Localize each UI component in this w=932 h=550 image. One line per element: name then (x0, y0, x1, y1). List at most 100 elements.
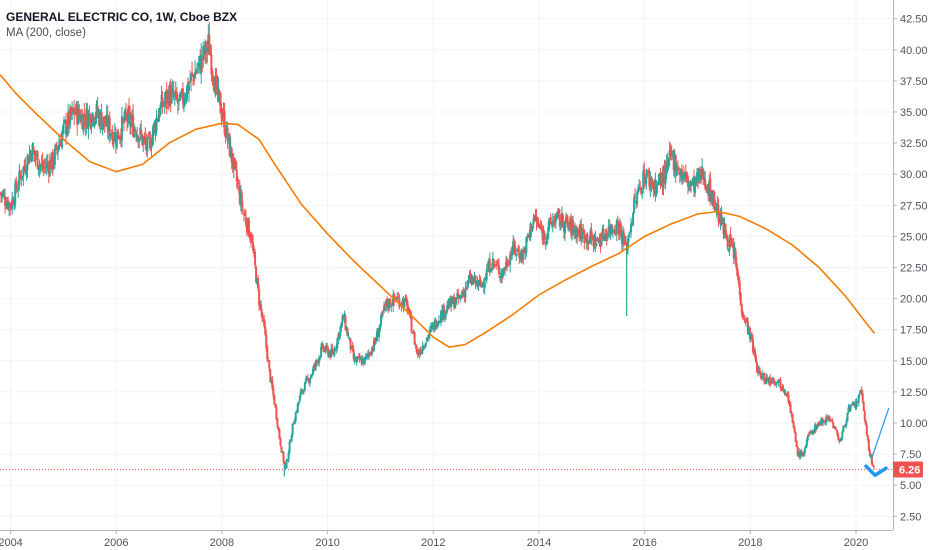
candle-body (563, 221, 566, 234)
candle-body (511, 252, 514, 256)
candle-body (610, 224, 613, 231)
candle-body (793, 427, 796, 433)
candle-body (471, 278, 474, 280)
candle-body (69, 107, 72, 126)
candle-body (557, 209, 560, 214)
candle-body (348, 337, 351, 339)
candle-body (571, 221, 574, 236)
candle-body (635, 200, 638, 204)
candle-body (411, 332, 414, 334)
candle-body (183, 99, 186, 102)
candle-body (385, 299, 388, 307)
candle-body (273, 395, 276, 405)
candle-body (176, 99, 179, 104)
candle-body (343, 315, 346, 320)
candle-body (297, 401, 300, 405)
candle-body (326, 345, 329, 349)
candle-body (274, 403, 277, 408)
candle-body (309, 375, 312, 379)
candle-body (384, 304, 387, 306)
candle-body (325, 345, 328, 351)
candle-body (784, 392, 787, 394)
candle-body (800, 451, 803, 453)
candle-body (555, 213, 558, 219)
candle-body (513, 240, 516, 248)
time-axis[interactable]: 2004 2006 2008 2010 2012 2014 2016 2018 2020 (0, 530, 893, 549)
candle-body (850, 404, 853, 406)
candle-body (505, 261, 508, 268)
candle-body (487, 260, 490, 272)
candle-body (246, 218, 249, 234)
candle-body (832, 422, 835, 429)
price-axis[interactable]: 2.50 5.00 7.50 10.00 12.50 15.00 17.50 20.00 22.… (893, 0, 928, 530)
candle-body (741, 312, 744, 317)
candle-body (55, 145, 58, 151)
candle-body (603, 235, 606, 242)
candle-body (550, 223, 553, 226)
candle-body (199, 57, 202, 74)
candle-body (78, 108, 81, 116)
symbol-title[interactable]: GENERAL ELECTRIC CO, 1W, Cboe BZX (6, 10, 238, 24)
candle-body (338, 333, 341, 337)
candle-body (761, 373, 764, 379)
candle-body (8, 202, 11, 210)
price-tick-label: 7.50 (900, 449, 921, 461)
candle-body (691, 182, 694, 185)
candle-body (189, 81, 192, 83)
candle-body (618, 224, 621, 233)
candle-body (5, 205, 8, 208)
candle-body (165, 89, 168, 104)
candle-body (476, 282, 479, 287)
candle-body (232, 157, 235, 170)
candle-body (591, 236, 594, 238)
candle-body (600, 239, 603, 245)
candle-body (859, 390, 862, 393)
candle-body (365, 353, 368, 357)
candle-body (835, 429, 838, 431)
candle-body (697, 170, 700, 180)
candle-body (280, 446, 283, 453)
candle-body (164, 91, 167, 100)
candle-body (137, 136, 140, 143)
candle-body (401, 300, 404, 308)
candle-body (785, 393, 788, 396)
candle-body (74, 112, 77, 114)
moving-average-series (0, 74, 876, 348)
candle-body (740, 304, 743, 314)
time-tick-label: 2020 (844, 537, 868, 549)
candle-body (843, 425, 846, 427)
candle-body (866, 435, 869, 440)
candle-body (435, 326, 438, 328)
indicator-label[interactable]: MA (200, close) (6, 27, 86, 39)
candle-body (247, 219, 250, 237)
candle-body (241, 209, 244, 211)
candle-body (763, 373, 766, 381)
candle-body (413, 332, 416, 345)
candle-body (322, 344, 325, 350)
candle-body (144, 136, 147, 143)
candle-body (391, 305, 394, 307)
candle-body (242, 212, 245, 215)
candle-body (306, 377, 309, 379)
candle-body (556, 211, 559, 214)
candle-body (605, 233, 608, 240)
candle-body (628, 234, 631, 237)
candle-body (152, 124, 155, 137)
candle-body (294, 412, 297, 422)
candle-body (626, 238, 629, 249)
candle-body (194, 71, 197, 79)
candle-body (813, 424, 816, 432)
candle-body (699, 169, 702, 180)
candle-body (272, 387, 275, 396)
candle-body (774, 381, 777, 384)
candle-body (566, 215, 569, 222)
last-price-tag: 6.26 (893, 461, 923, 478)
candle-body (692, 177, 695, 185)
candle-body (449, 298, 452, 306)
candle-body (598, 239, 601, 242)
candle-body (492, 259, 495, 264)
candle-body (485, 269, 488, 280)
time-tick-label: 2016 (632, 537, 656, 549)
candle-body (799, 451, 802, 457)
